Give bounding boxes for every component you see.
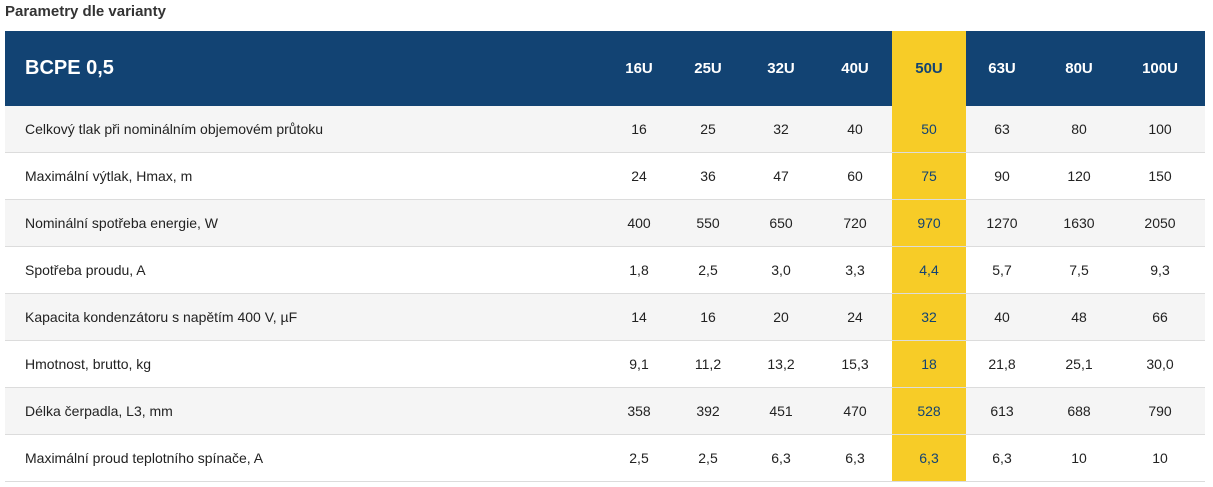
table-cell: 613: [990, 403, 1014, 419]
table-cell: 80: [1071, 121, 1087, 137]
table-cell: 11,2: [694, 356, 722, 372]
table-cell: 50: [892, 106, 966, 152]
table-row: Kapacita kondenzátoru s napětím 400 V, µ…: [5, 294, 1205, 341]
table-cell: 25,1: [1065, 356, 1093, 372]
table-row: Délka čerpadla, L3, mm 358 392 451 470 528 613…: [5, 388, 1205, 435]
table-cell: 100: [1148, 121, 1172, 137]
table-row: Hmotnost, brutto, kg 9,1 11,2 13,2 15,3 18 21,…: [5, 341, 1205, 388]
table-cell: 30,0: [1146, 356, 1174, 372]
row-label: Maximální proud teplotního spínače, A: [25, 450, 264, 466]
table-cell: 24: [631, 168, 647, 184]
parameters-table: BCPE 0,5 16U 25U 32U 40U 50U 63U 80U 100U Celko…: [5, 31, 1205, 482]
table-body: Celkový tlak při nominálním objemovém pr…: [5, 106, 1205, 482]
table-cell: 40: [994, 309, 1010, 325]
table-cell: 970: [892, 200, 966, 246]
table-cell: 24: [847, 309, 863, 325]
row-label: Kapacita kondenzátoru s napětím 400 V, µ…: [25, 309, 298, 325]
column-header: 25U: [694, 60, 722, 77]
table-cell: 3,3: [845, 262, 865, 278]
table-cell: 528: [892, 388, 966, 434]
column-header: 16U: [625, 60, 653, 77]
table-cell: 790: [1148, 403, 1172, 419]
table-cell: 2,5: [698, 450, 718, 466]
table-cell: 6,3: [845, 450, 865, 466]
row-label: Nominální spotřeba energie, W: [25, 215, 218, 231]
table-cell: 18: [892, 341, 966, 387]
table-cell: 4,4: [892, 247, 966, 293]
column-header: 32U: [767, 60, 795, 77]
row-label: Hmotnost, brutto, kg: [25, 356, 152, 372]
table-cell: 13,2: [767, 356, 795, 372]
table-row: Nominální spotřeba energie, W 400 550 650 72…: [5, 200, 1205, 247]
table-cell: 48: [1071, 309, 1087, 325]
table-cell: 400: [627, 215, 651, 231]
table-cell: 10: [1152, 450, 1168, 466]
table-cell: 1,8: [629, 262, 649, 278]
table-cell: 6,3: [771, 450, 791, 466]
table-cell: 16: [631, 121, 647, 137]
column-header: 50U: [892, 31, 966, 106]
table-cell: 7,5: [1069, 262, 1089, 278]
table-cell: 36: [700, 168, 716, 184]
model-name: BCPE 0,5: [25, 57, 114, 79]
table-cell: 650: [769, 215, 793, 231]
table-cell: 470: [843, 403, 867, 419]
table-row: Maximální proud teplotního spínače, A 2,5…: [5, 435, 1205, 482]
table-cell: 63: [994, 121, 1010, 137]
table-cell: 688: [1067, 403, 1091, 419]
table-cell: 358: [627, 403, 651, 419]
table-cell: 40: [847, 121, 863, 137]
table-cell: 25: [700, 121, 716, 137]
column-header: 40U: [841, 60, 869, 77]
table-cell: 6,3: [892, 435, 966, 481]
table-cell: 2050: [1144, 215, 1176, 231]
table-cell: 21,8: [988, 356, 1016, 372]
table-cell: 120: [1067, 168, 1091, 184]
table-cell: 9,3: [1150, 262, 1170, 278]
table-row: Maximální výtlak, Hmax, m 24 36 47 60 75 90 120…: [5, 153, 1205, 200]
table-cell: 15,3: [841, 356, 869, 372]
table-cell: 75: [892, 153, 966, 199]
table-cell: 1270: [986, 215, 1018, 231]
table-cell: 2,5: [629, 450, 649, 466]
table-cell: 10: [1071, 450, 1087, 466]
column-header: 63U: [988, 60, 1016, 77]
row-label: Celkový tlak při nominálním objemovém pr…: [25, 121, 324, 137]
table-cell: 5,7: [992, 262, 1012, 278]
table-row: Spotřeba proudu, A 1,8 2,5 3,0 3,3 4,4 5,7 7,5 9…: [5, 247, 1205, 294]
table-cell: 2,5: [698, 262, 718, 278]
table-cell: 14: [631, 309, 647, 325]
column-header: 80U: [1065, 60, 1093, 77]
row-label: Délka čerpadla, L3, mm: [25, 403, 173, 419]
table-cell: 550: [696, 215, 720, 231]
row-label: Spotřeba proudu, A: [25, 262, 146, 278]
table-cell: 60: [847, 168, 863, 184]
table-cell: 90: [994, 168, 1010, 184]
table-cell: 1630: [1063, 215, 1095, 231]
table-row: Celkový tlak při nominálním objemovém pr…: [5, 106, 1205, 153]
table-cell: 720: [843, 215, 867, 231]
table-cell: 6,3: [992, 450, 1012, 466]
table-cell: 66: [1152, 309, 1168, 325]
table-cell: 150: [1148, 168, 1172, 184]
table-cell: 20: [773, 309, 789, 325]
table-cell: 392: [696, 403, 720, 419]
row-label: Maximální výtlak, Hmax, m: [25, 168, 193, 184]
table-cell: 3,0: [771, 262, 791, 278]
column-header: 100U: [1142, 60, 1178, 77]
table-cell: 16: [700, 309, 716, 325]
table-header: BCPE 0,5 16U 25U 32U 40U 50U 63U 80U 100U: [5, 31, 1205, 106]
table-cell: 32: [892, 294, 966, 340]
table-cell: 9,1: [629, 356, 649, 372]
section-title: Parametry dle varianty: [5, 3, 166, 20]
table-cell: 451: [769, 403, 793, 419]
table-cell: 47: [773, 168, 789, 184]
table-cell: 32: [773, 121, 789, 137]
